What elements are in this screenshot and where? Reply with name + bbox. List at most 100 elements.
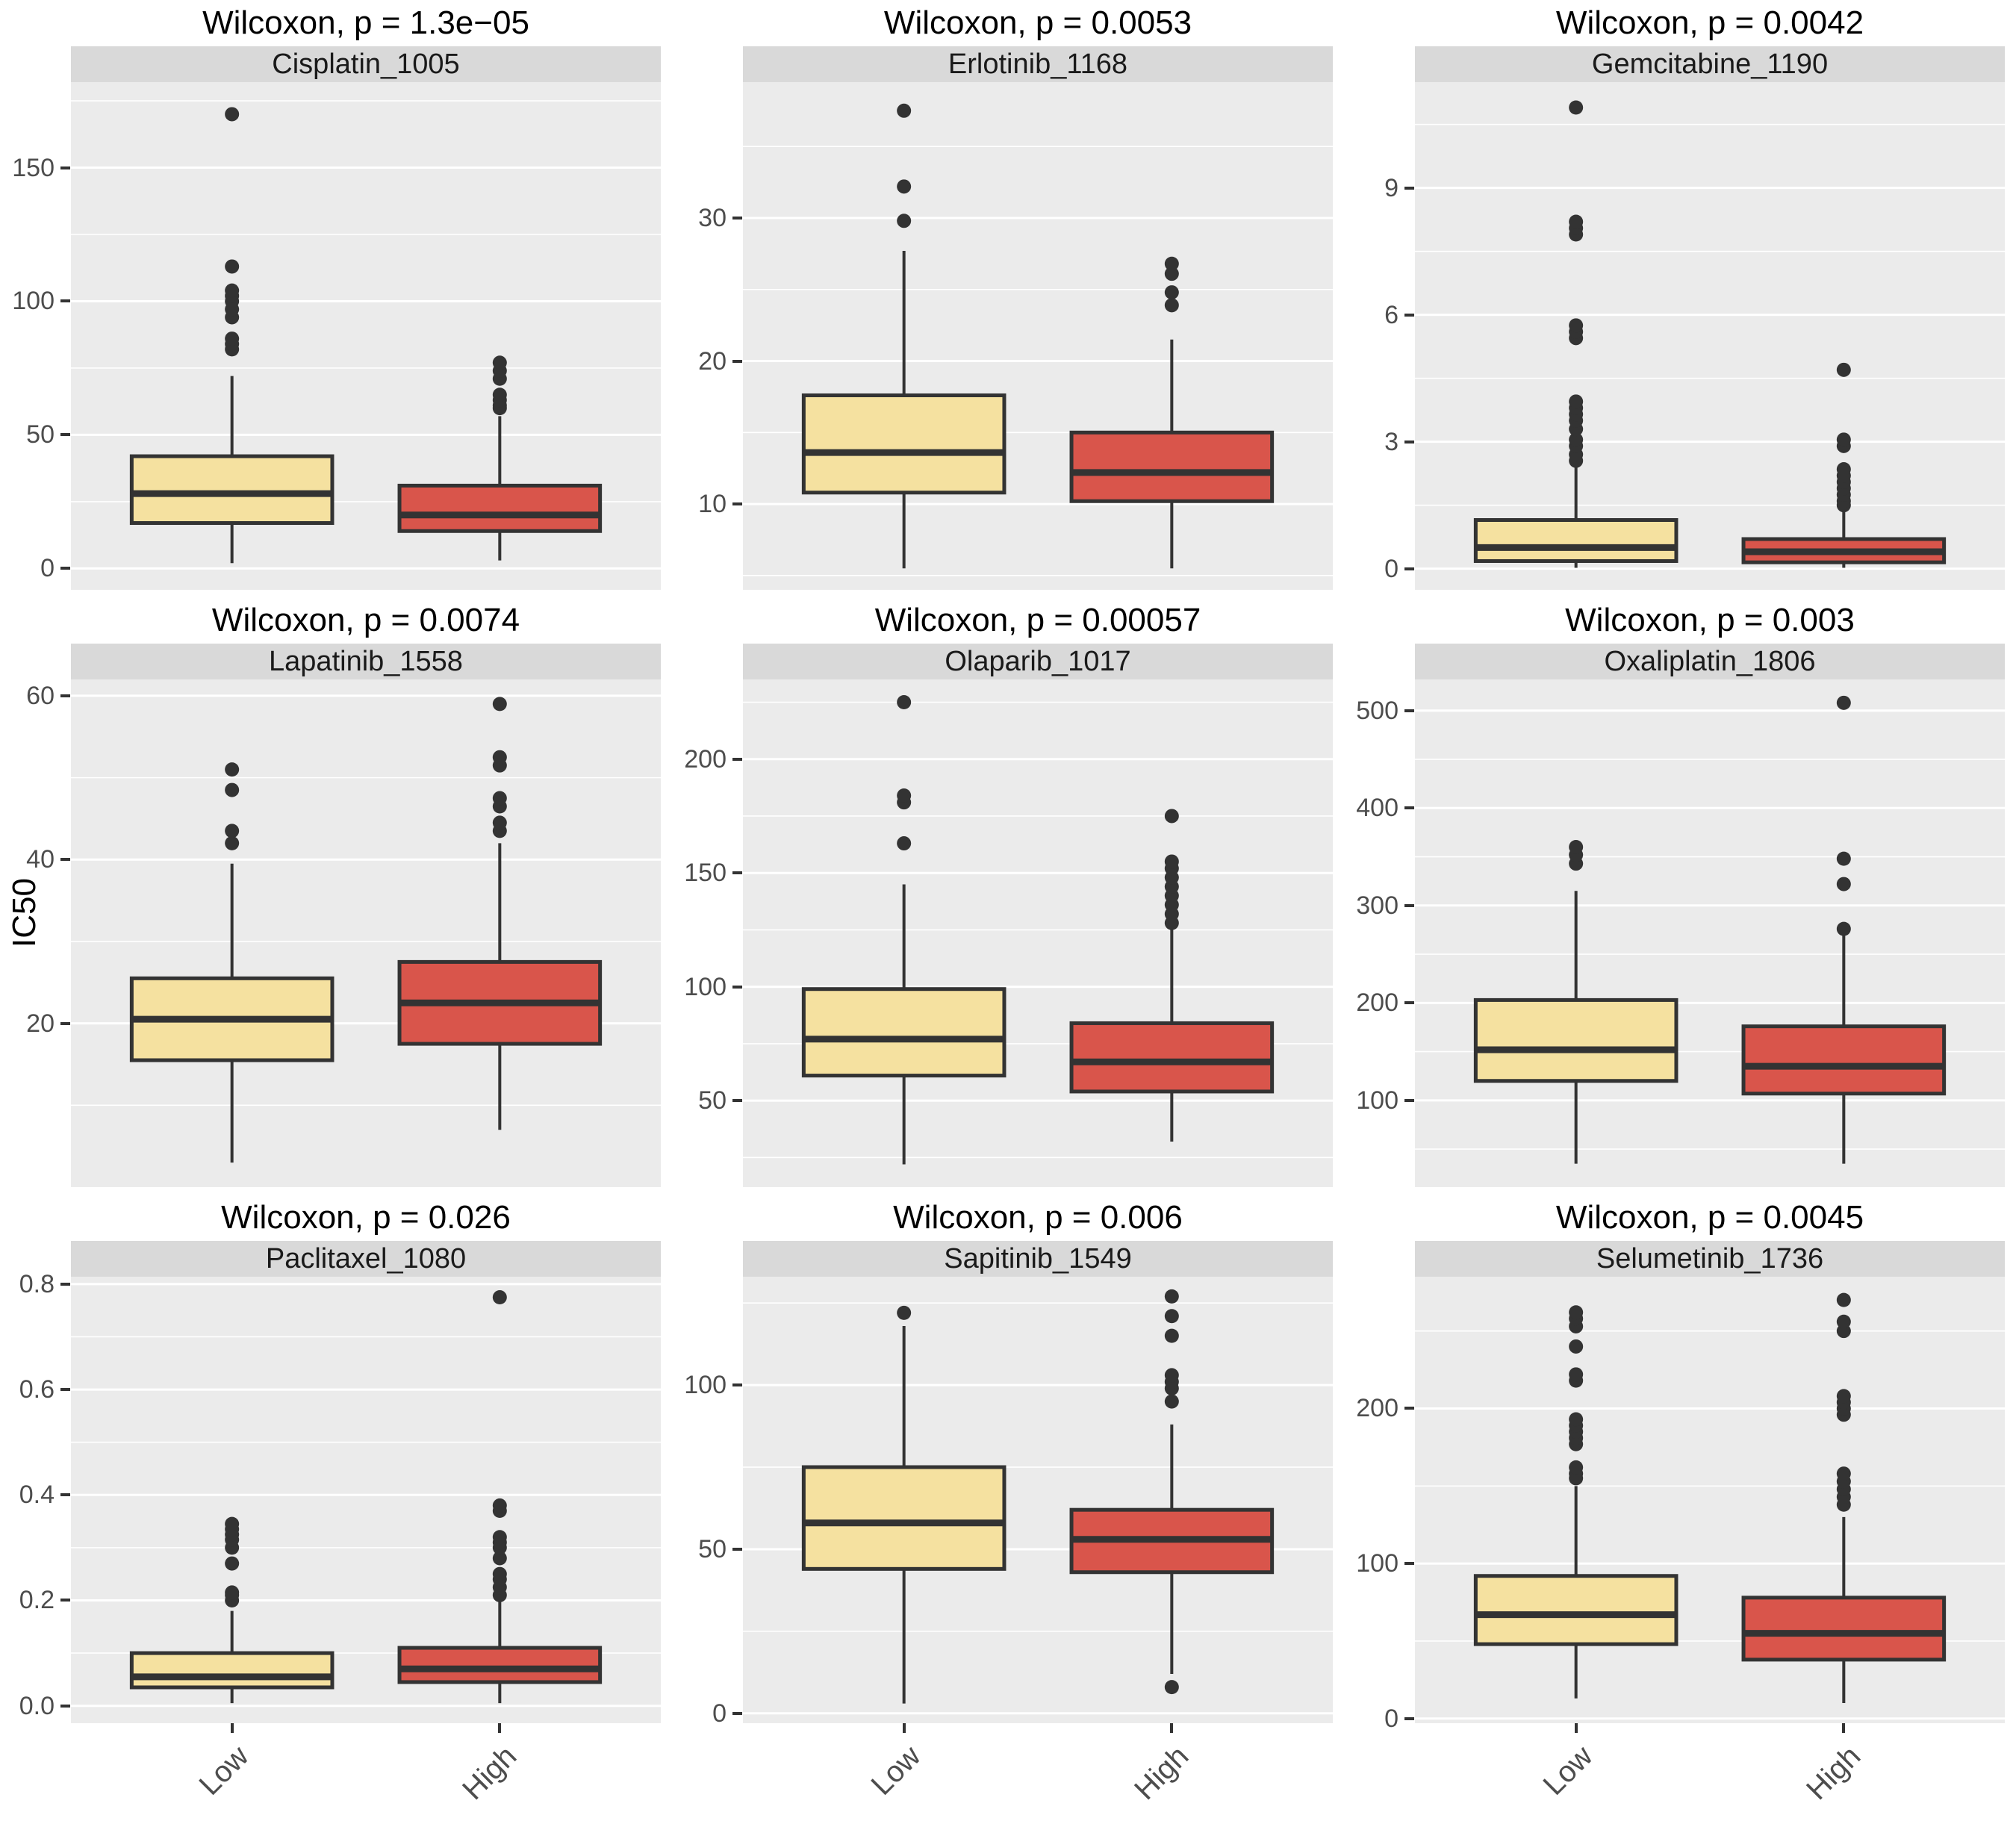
outlier-point-low [1569, 839, 1584, 854]
facet-strip-label: Olaparib_1017 [945, 645, 1131, 677]
outlier-point-low [1569, 1460, 1584, 1475]
y-tick-mark [60, 1282, 70, 1286]
x-tick-label-low: Low [1537, 1740, 1599, 1802]
outlier-point-high [1836, 1389, 1851, 1404]
facet-strip: Lapatinib_1558 [71, 644, 661, 679]
box-high [1069, 430, 1275, 503]
outlier-point-high [492, 1530, 507, 1545]
facet-strip-label: Cisplatin_1005 [272, 48, 460, 80]
panel-title: Wilcoxon, p = 1.3e−05 [202, 4, 529, 41]
panel-plot-area [743, 679, 1333, 1187]
facet-cell-paclitaxel_1080: Wilcoxon, p = 0.026 Paclitaxel_1080 0.0 0.2… [0, 1195, 672, 1824]
y-tick-label: 50 [698, 1534, 727, 1563]
x-tick-mark [1842, 1723, 1846, 1733]
y-tick-label: 20 [26, 1009, 55, 1038]
y-tick-mark [1404, 1562, 1414, 1566]
boxplot-canvas [743, 679, 1333, 1187]
y-tick-label: 0.2 [19, 1586, 55, 1615]
y-tick-mark [60, 1704, 70, 1708]
y-tick-mark [732, 1099, 742, 1103]
outlier-point-low [225, 782, 240, 797]
y-tick-label: 50 [26, 420, 55, 449]
x-tick-mark [1170, 1723, 1174, 1733]
outlier-point-high [492, 1566, 507, 1581]
outlier-point-high [492, 697, 507, 712]
outlier-point-low [1569, 214, 1584, 229]
y-tick-label: 30 [698, 203, 727, 232]
facet-strip: Paclitaxel_1080 [71, 1241, 661, 1277]
x-tick-mark [902, 1723, 906, 1733]
outlier-point-high [1164, 256, 1179, 271]
box-low [801, 1465, 1007, 1571]
y-tick-mark [1404, 1001, 1414, 1005]
panel-title: Wilcoxon, p = 0.00057 [874, 602, 1201, 638]
box-low [801, 987, 1007, 1078]
y-tick-label: 200 [684, 744, 727, 774]
facet-strip: Erlotinib_1168 [743, 46, 1333, 82]
y-tick-label: 6 [1384, 300, 1399, 329]
facet-cell-cisplatin_1005: Wilcoxon, p = 1.3e−05 Cisplatin_1005 0 50 10… [0, 0, 672, 597]
y-tick-label: 100 [1356, 1549, 1399, 1578]
box-low [129, 1651, 335, 1690]
outlier-point-low [1569, 1339, 1584, 1354]
facet-strip: Olaparib_1017 [743, 644, 1333, 679]
panel-plot-area [71, 1277, 661, 1723]
outlier-point-low [897, 214, 912, 228]
box-high [397, 483, 603, 533]
outlier-point-high [1164, 1680, 1179, 1695]
outlier-point-low [1569, 394, 1584, 409]
outlier-point-low [225, 283, 240, 298]
y-tick-label: 10 [698, 490, 727, 519]
outlier-point-high [1164, 809, 1179, 824]
panel-plot-area [1415, 82, 2005, 590]
y-tick-mark [60, 858, 70, 862]
y-tick-label: 100 [12, 287, 55, 316]
y-tick-mark [1404, 709, 1414, 712]
outlier-point-high [1164, 1309, 1179, 1324]
y-tick-mark [60, 1021, 70, 1025]
y-tick-mark [60, 433, 70, 437]
facet-strip: Oxaliplatin_1806 [1415, 644, 2005, 679]
y-tick-mark [732, 1383, 742, 1387]
y-tick-label: 500 [1356, 696, 1399, 725]
outlier-point-low [225, 762, 240, 777]
y-tick-label: 150 [12, 153, 55, 182]
facet-cell-erlotinib_1168: Wilcoxon, p = 0.0053 Erlotinib_1168 10 20 30 [672, 0, 1344, 597]
panel-background [71, 679, 661, 1187]
facet-cell-gemcitabine_1190: Wilcoxon, p = 0.0042 Gemcitabine_1190 0 3 6 9 [1344, 0, 2016, 597]
outlier-point-high [1164, 285, 1179, 300]
outlier-point-high [492, 815, 507, 830]
boxplot-canvas [71, 679, 661, 1187]
box-high [1741, 1596, 1947, 1662]
outlier-point-high [1836, 1292, 1851, 1307]
panel-plot-area [743, 82, 1333, 590]
y-tick-label: 40 [26, 845, 55, 874]
outlier-point-low [225, 259, 240, 274]
y-tick-mark [732, 359, 742, 363]
panel-plot-area [1415, 679, 2005, 1187]
boxplot-canvas [71, 1277, 661, 1723]
outlier-point-high [1836, 921, 1851, 936]
outlier-point-high [492, 1290, 507, 1305]
y-tick-mark [60, 299, 70, 303]
y-tick-mark [732, 216, 742, 220]
outlier-point-low [225, 824, 240, 838]
y-tick-label: 0 [1384, 554, 1399, 583]
y-tick-label: 150 [684, 859, 727, 888]
x-tick-label-high: High [1128, 1740, 1195, 1807]
outlier-point-low [225, 1516, 240, 1531]
box-high [397, 1646, 603, 1684]
panel-title: Wilcoxon, p = 0.026 [221, 1199, 511, 1236]
y-tick-label: 20 [698, 346, 727, 376]
outlier-point-low [225, 107, 240, 122]
outlier-point-low [1569, 1412, 1584, 1427]
outlier-point-low [1569, 1305, 1584, 1320]
outlier-point-low [1569, 100, 1584, 115]
facet-strip-label: Sapitinib_1549 [944, 1242, 1132, 1274]
y-tick-label: 0.4 [19, 1481, 55, 1510]
y-tick-mark [1404, 313, 1414, 317]
outlier-point-high [1836, 877, 1851, 891]
y-tick-label: 300 [1356, 891, 1399, 920]
